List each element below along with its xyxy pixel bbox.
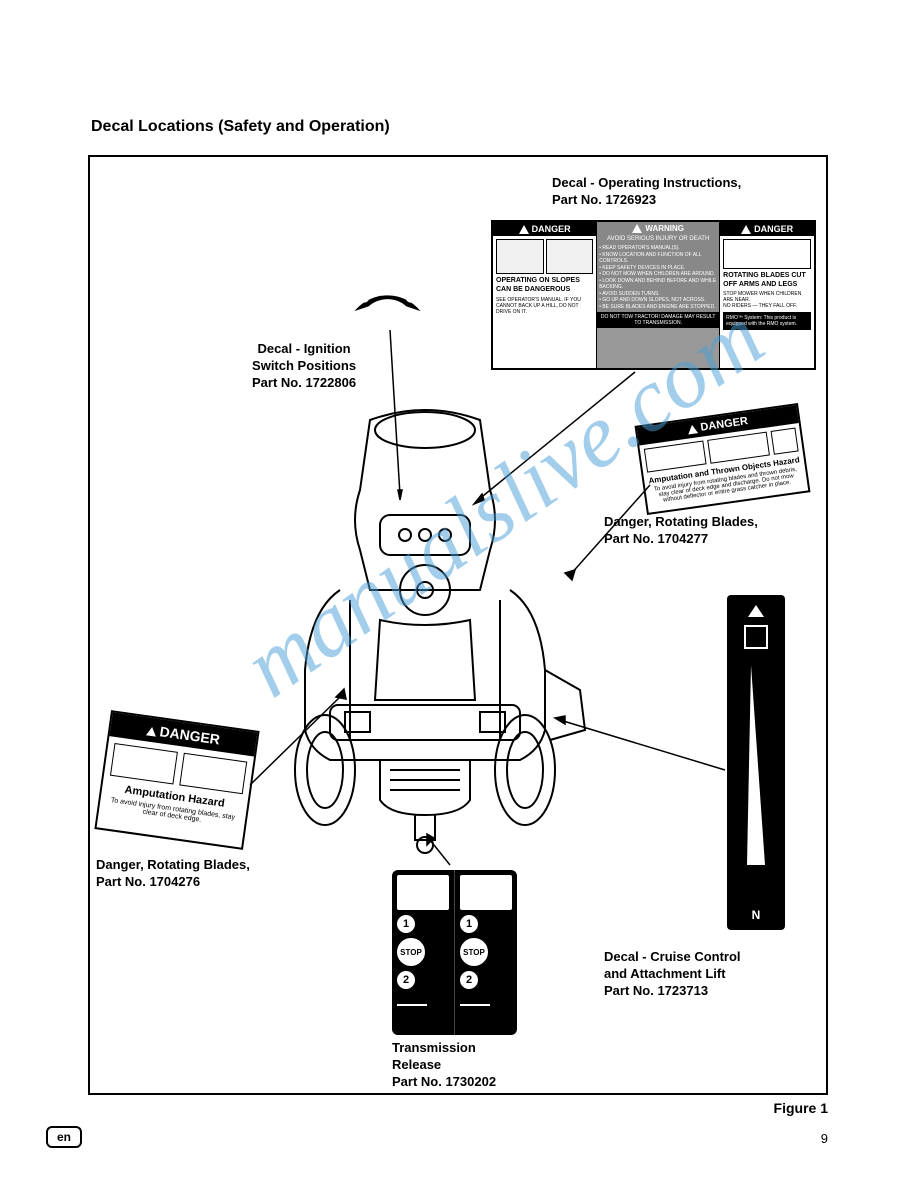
label-rotating-blades-right: Danger, Rotating Blades, Part No. 170427…: [604, 514, 758, 548]
label-text: Release: [392, 1057, 441, 1072]
label-text: Decal - Operating Instructions,: [552, 175, 741, 190]
label-text: Part No. 1726923: [552, 192, 656, 207]
label-operating-instructions: Decal - Operating Instructions, Part No.…: [552, 175, 741, 209]
label-ignition-switch: Decal - Ignition Switch Positions Part N…: [252, 341, 356, 392]
label-rotating-blades-left: Danger, Rotating Blades, Part No. 170427…: [96, 857, 250, 891]
decal-ignition-switch: [340, 245, 435, 330]
rmo-box: RMO™ System: This product is equipped wi…: [723, 312, 811, 330]
rotating-text: ROTATING BLADES CUT OFF ARMS AND LEGS: [723, 272, 811, 289]
tractor-illustration: [240, 390, 610, 860]
step-number: 2: [460, 971, 478, 989]
mower-icon: [397, 875, 449, 910]
lift-icon: [744, 625, 768, 649]
step-number: 2: [397, 971, 415, 989]
label-text: Decal - Ignition: [257, 341, 350, 356]
arrow-up-icon: [748, 605, 764, 617]
label-text: Part No. 1723713: [604, 983, 708, 998]
slopes-text: OPERATING ON SLOPES CAN BE DANGEROUS: [496, 277, 593, 294]
page-number: 9: [821, 1131, 828, 1146]
danger-header: DANGER: [493, 222, 596, 236]
label-transmission-release: Transmission Release Part No. 1730202: [392, 1040, 496, 1091]
label-text: Decal - Cruise Control: [604, 949, 741, 964]
manual-text: SEE OPERATOR'S MANUAL. IF YOU CANNOT BAC…: [496, 297, 593, 315]
figure-label: Figure 1: [774, 1100, 828, 1116]
stop-icon: STOP: [460, 938, 488, 966]
label-text: Part No. 1704277: [604, 531, 708, 546]
decal-transmission-release: 1 STOP 2 1 STOP 2: [392, 870, 517, 1035]
stop-icon: STOP: [397, 938, 425, 966]
stop-text: STOP MOWER WHEN CHILDREN ARE NEAR.: [723, 291, 811, 303]
step-number: 1: [460, 915, 478, 933]
decal-danger-rotating-left: DANGER Amputation Hazard To avoid injury…: [94, 710, 259, 850]
speed-wedge-icon: [747, 665, 765, 865]
label-cruise-control: Decal - Cruise Control and Attachment Li…: [604, 949, 741, 1000]
decal-cruise-control: N: [727, 595, 785, 930]
label-text: Switch Positions: [252, 358, 356, 373]
label-text: Danger, Rotating Blades,: [96, 857, 250, 872]
label-text: Transmission: [392, 1040, 476, 1055]
danger-header: DANGER: [720, 222, 814, 236]
label-text: Part No. 1722806: [252, 375, 356, 390]
mower-icon: [460, 875, 512, 910]
page-title: Decal Locations (Safety and Operation): [91, 118, 390, 136]
lever-icon: [460, 994, 512, 1014]
neutral-label: N: [752, 908, 761, 922]
label-text: and Attachment Lift: [604, 966, 726, 981]
language-badge: en: [46, 1126, 82, 1148]
riders-text: NO RIDERS — THEY FALL OFF.: [723, 303, 811, 309]
label-text: Part No. 1704276: [96, 874, 200, 889]
label-text: Part No. 1730202: [392, 1074, 496, 1089]
decal-operating-instructions: DANGER OPERATING ON SLOPES CAN BE DANGER…: [491, 220, 816, 370]
lever-icon: [397, 994, 449, 1014]
avoid-text: AVOID SERIOUS INJURY OR DEATH: [597, 235, 719, 243]
footer-text: DO NOT TOW TRACTOR! DAMAGE MAY RESULT TO…: [597, 312, 719, 328]
step-number: 1: [397, 915, 415, 933]
warning-header: WARNING: [597, 222, 719, 235]
label-text: Danger, Rotating Blades,: [604, 514, 758, 529]
